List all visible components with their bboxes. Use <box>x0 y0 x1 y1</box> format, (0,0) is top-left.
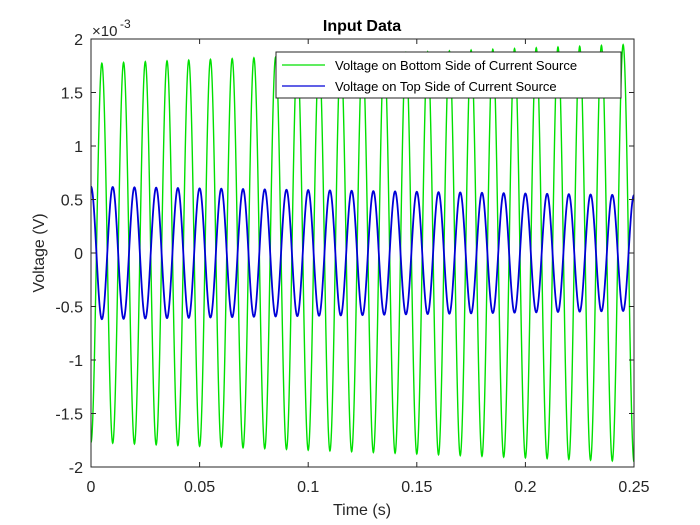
y-tick-label: -2 <box>69 460 83 477</box>
x-tick-label: 0.1 <box>297 479 319 496</box>
x-axis-label: Time (s) <box>333 502 391 519</box>
y-tick-label: 1 <box>74 139 83 156</box>
y-axis-label: Voltage (V) <box>31 213 48 292</box>
x-tick-label: 0.15 <box>401 479 432 496</box>
x-tick-label: 0.2 <box>514 479 536 496</box>
legend: Voltage on Bottom Side of Current Source… <box>275 51 622 99</box>
y-tick-label: 2 <box>74 32 83 49</box>
x-tick-label: 0.25 <box>618 479 649 496</box>
y-tick-label: 1.5 <box>61 86 83 103</box>
y-multiplier-exponent: -3 <box>120 17 131 31</box>
legend-box <box>275 51 622 99</box>
y-axis: -2 -1.5 -1 -0.5 0 0.5 1 1.5 2 <box>55 32 634 477</box>
plot-area <box>91 39 634 467</box>
y-multiplier-base: ×10 <box>92 23 117 40</box>
y-tick-label: -1 <box>69 353 83 370</box>
y-tick-label: -0.5 <box>55 300 83 317</box>
y-tick-label: -1.5 <box>55 407 83 424</box>
series-line-top-side <box>90 185 635 321</box>
x-tick-label: 0.05 <box>184 479 215 496</box>
y-tick-label: 0 <box>74 246 83 263</box>
x-tick-label: 0 <box>87 479 96 496</box>
chart-title: Input Data <box>323 18 401 35</box>
y-multiplier: ×10 -3 <box>92 17 131 40</box>
legend-entry-bottom: Voltage on Bottom Side of Current Source <box>335 58 577 73</box>
x-axis: 0 0.05 0.1 0.15 0.2 0.25 <box>87 39 650 496</box>
legend-entry-top: Voltage on Top Side of Current Source <box>335 79 557 94</box>
y-tick-label: 0.5 <box>61 193 83 210</box>
